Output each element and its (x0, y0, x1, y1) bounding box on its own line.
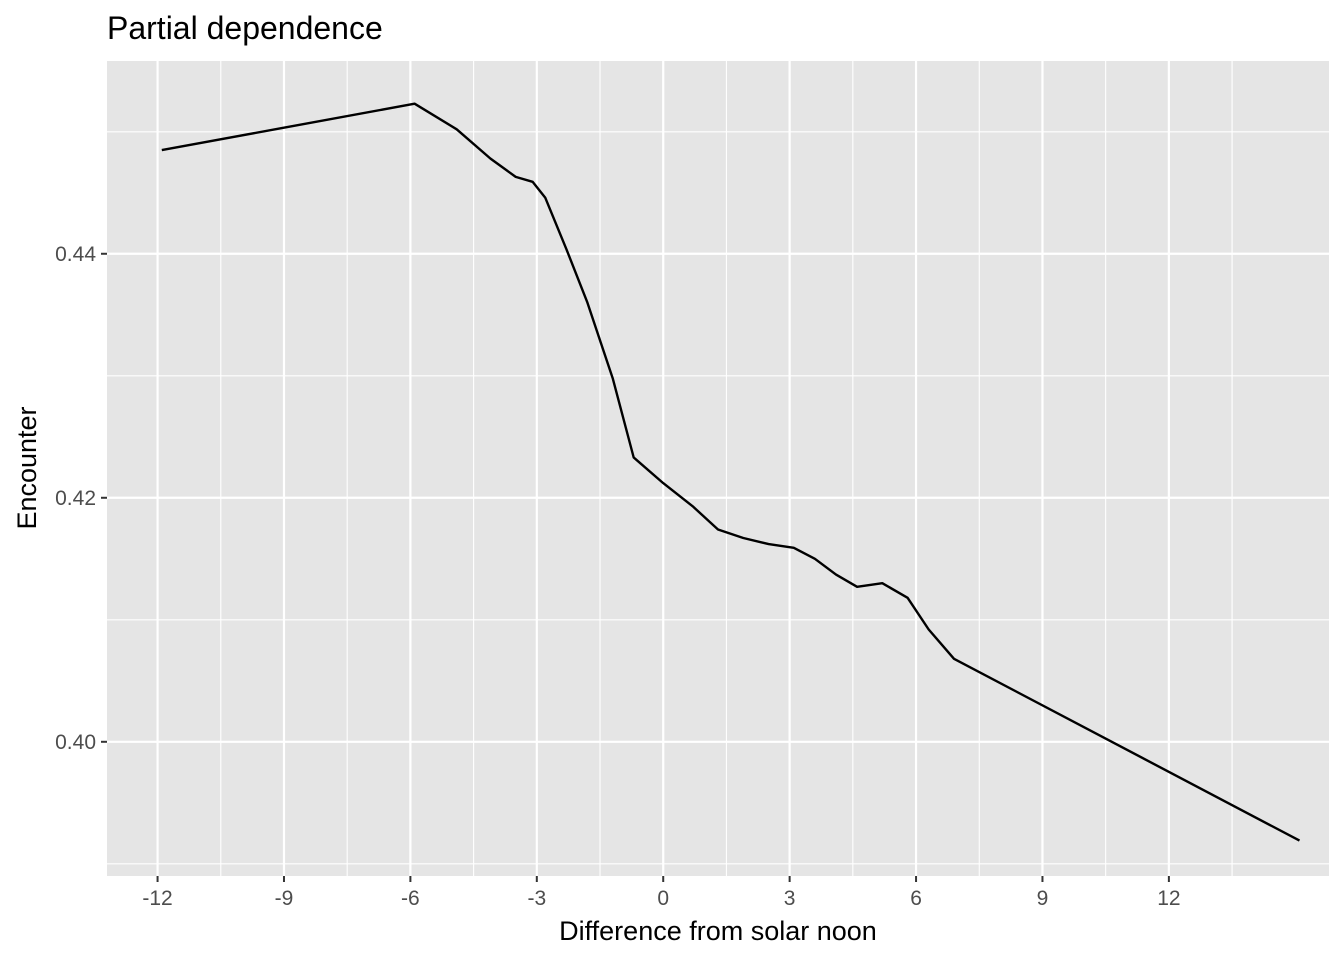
series-line (161, 102, 1301, 842)
series-layer (161, 102, 1301, 842)
x-tick-label: -6 (401, 887, 420, 910)
minor-gridlines (107, 61, 1329, 876)
x-axis-title: Difference from solar noon (559, 916, 877, 946)
x-tick-label: -3 (527, 887, 546, 910)
x-axis: -12 -9 -6 -3 0 3 6 9 12 (142, 876, 1181, 910)
x-tick-label: 12 (1157, 887, 1180, 910)
x-tick-label: -9 (275, 887, 294, 910)
y-tick-label: 0.44 (55, 243, 96, 266)
x-tick-label: 6 (910, 887, 922, 910)
y-tick-label: 0.42 (55, 487, 96, 510)
x-tick-label: 0 (657, 887, 669, 910)
chart-title: Partial dependence (107, 10, 383, 46)
plot-panel (107, 61, 1329, 876)
y-axis: 0.40 0.42 0.44 (55, 243, 107, 754)
y-axis-title: Encounter (12, 406, 42, 529)
x-tick-label: 3 (784, 887, 796, 910)
x-tick-label: -12 (142, 887, 172, 910)
y-tick-label: 0.40 (55, 731, 96, 754)
major-gridlines (107, 61, 1329, 876)
x-tick-label: 9 (1037, 887, 1049, 910)
